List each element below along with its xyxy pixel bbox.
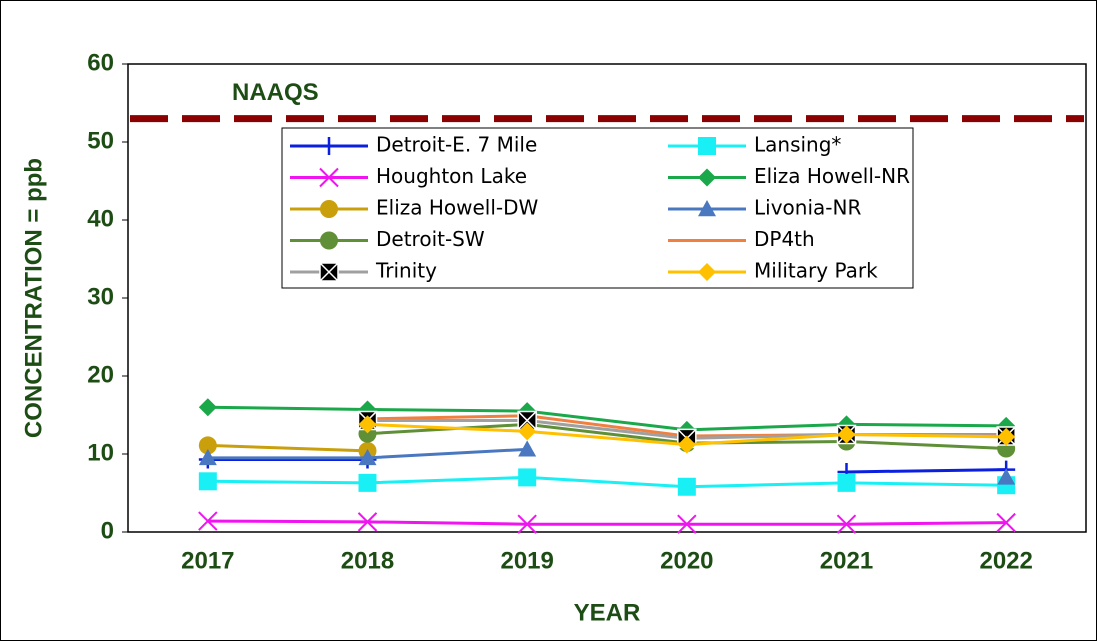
- marker: [836, 514, 857, 534]
- marker: [518, 422, 537, 441]
- marker: [357, 512, 378, 532]
- legend-box: [281, 127, 914, 289]
- y-tick-label: 0: [101, 517, 114, 544]
- legend-label: Detroit-E. 7 Mile: [376, 133, 537, 157]
- series-line: [207, 405, 1007, 432]
- marker: [677, 514, 697, 534]
- legend-label: Military Park: [754, 259, 878, 283]
- series: [358, 415, 1016, 454]
- legend-marker: [698, 200, 716, 217]
- series-line: [207, 519, 1007, 526]
- reference-label: NAAQS: [232, 79, 319, 106]
- x-tick-label: 2017: [181, 547, 234, 574]
- marker: [198, 436, 217, 455]
- marker: [837, 473, 856, 492]
- marker: [517, 410, 537, 431]
- legend: Detroit-E. 7 Mile Lansing* Houghton Lake El…: [281, 127, 914, 289]
- y-tick-label: 40: [87, 205, 114, 232]
- y-tick-label: 60: [87, 49, 114, 76]
- series-line: [207, 475, 1007, 489]
- marker: [997, 427, 1016, 446]
- series-line: [207, 443, 368, 453]
- y-axis-label: CONCENTRATION = ppb: [20, 158, 47, 438]
- y-tick-label: 50: [87, 127, 114, 154]
- x-tick-label: 2022: [979, 547, 1032, 574]
- x-tick-label: 2021: [820, 547, 873, 574]
- legend-label: Livonia-NR: [754, 196, 861, 220]
- marker: [518, 468, 537, 487]
- marker: [358, 415, 377, 434]
- marker: [997, 468, 1016, 485]
- series-line: [207, 457, 1007, 474]
- legend-marker: [320, 137, 338, 155]
- legend-label: Trinity: [375, 259, 437, 283]
- y-tick-label: 10: [87, 439, 114, 466]
- marker: [198, 511, 218, 531]
- legend-marker: [319, 262, 339, 282]
- legend-marker: [698, 263, 716, 281]
- legend-label: Eliza Howell-NR: [754, 164, 910, 188]
- legend-marker: [320, 200, 338, 218]
- series: [198, 440, 1016, 485]
- series: [198, 511, 1016, 534]
- legend-marker: [319, 167, 339, 188]
- x-tick-label: 2019: [500, 547, 553, 574]
- legend-marker: [698, 168, 716, 187]
- y-tick-label: 30: [87, 283, 114, 310]
- marker: [198, 448, 217, 466]
- legend-marker: [320, 231, 338, 250]
- x-tick-label: 2020: [660, 547, 713, 574]
- marker: [996, 512, 1016, 533]
- marker: [677, 477, 696, 496]
- legend-marker: [698, 137, 716, 155]
- y-tick-label: 20: [87, 361, 114, 388]
- legend-label: DP4th: [754, 227, 815, 251]
- marker: [198, 472, 217, 491]
- marker: [517, 514, 537, 534]
- legend-label: Houghton Lake: [376, 164, 527, 188]
- x-axis-label: YEAR: [574, 599, 641, 626]
- marker: [358, 448, 377, 466]
- legend-label: Detroit-SW: [376, 227, 485, 251]
- legend-label: Lansing*: [754, 133, 841, 157]
- x-tick-label: 2018: [341, 547, 394, 574]
- marker: [677, 435, 696, 454]
- marker: [198, 398, 217, 417]
- legend-label: Eliza Howell-DW: [376, 196, 539, 220]
- marker: [358, 473, 377, 492]
- marker: [837, 425, 856, 444]
- marker: [518, 440, 537, 457]
